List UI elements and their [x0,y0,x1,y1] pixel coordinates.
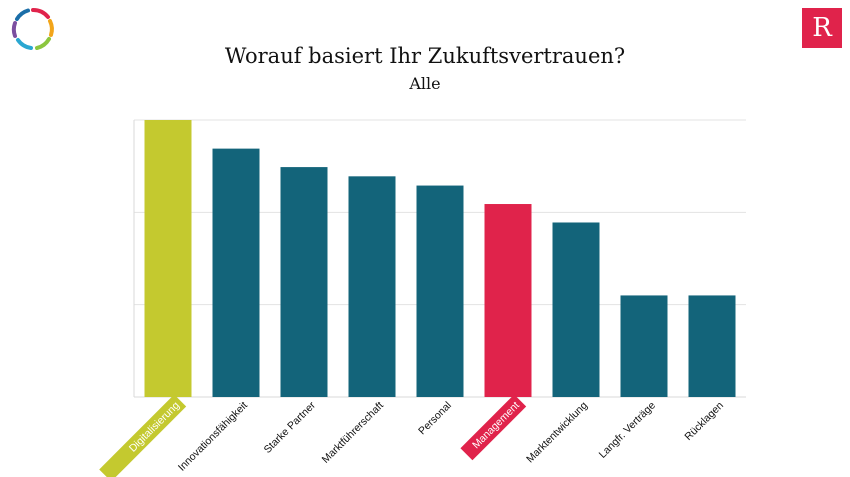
bar-rücklagen [688,295,736,397]
x-tick-label: Personal [416,399,454,437]
x-tick-label: Starke Partner [262,399,319,456]
bar-personal [416,185,464,397]
label-highlight-box [99,394,187,477]
label-highlight-box [460,394,527,461]
ring-logo-icon [11,7,54,50]
bar-marktentwicklung [552,222,600,397]
bar-digitalisierung [144,120,192,397]
x-tick-label: Marktentwicklung [524,399,590,465]
chart-title: Worauf basiert Ihr Zukuftsvertrauen? [224,44,626,68]
chart-subtitle: Alle [409,74,441,93]
x-tick-label: Marktführerschaft [320,399,386,465]
bar-starke-partner [280,167,328,397]
brand-logo: R [802,8,842,48]
brand-logo-letter: R [812,13,832,43]
x-tick-label: Innovationsfähigkeit [176,399,250,473]
x-tick-label: Rücklagen [682,399,726,443]
bar-innovationsfähigkeit [212,148,260,397]
x-tick-label: Digitalisierung [127,399,182,454]
x-tick-label: Langfr. Verträge [597,399,658,460]
bar-marktführerschaft [348,176,396,397]
x-tick-label: Management [470,399,522,451]
bar-langfr-verträge [620,295,668,397]
bar-management [484,204,532,397]
